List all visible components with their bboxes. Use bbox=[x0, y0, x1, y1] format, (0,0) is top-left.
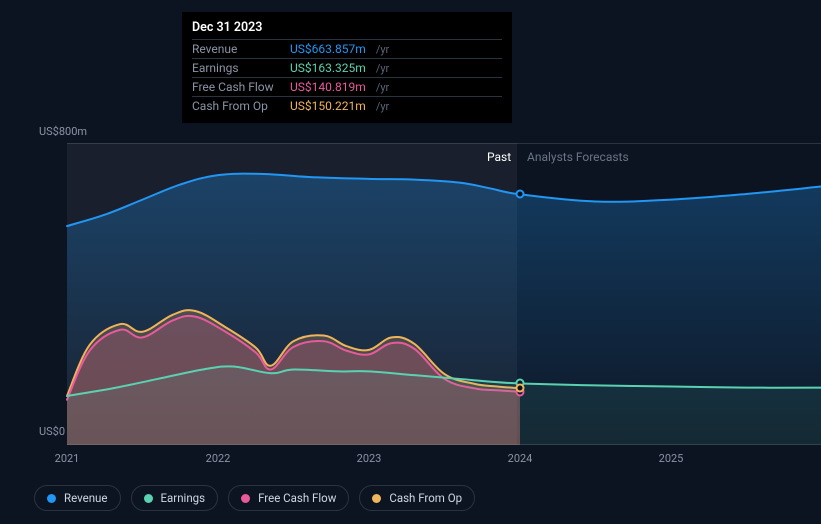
y-axis-max-label: US$800m bbox=[39, 125, 87, 138]
tooltip-row: Cash From Op US$150.221m/yr bbox=[192, 96, 502, 115]
legend-item-earnings[interactable]: Earnings bbox=[131, 485, 219, 511]
legend-dot-icon bbox=[144, 494, 153, 503]
tooltip-row-unit: /yr bbox=[376, 100, 389, 113]
tooltip-row: Revenue US$663.857m/yr bbox=[192, 39, 502, 58]
x-axis-tick-label: 2021 bbox=[55, 452, 80, 465]
tooltip-row-value: US$150.221m bbox=[290, 99, 366, 113]
tooltip-row: Free Cash Flow US$140.819m/yr bbox=[192, 77, 502, 96]
tooltip-row-label: Revenue bbox=[192, 42, 282, 56]
tooltip-row-label: Cash From Op bbox=[192, 99, 282, 113]
revenue-marker bbox=[516, 190, 525, 199]
legend-item-label: Cash From Op bbox=[389, 491, 462, 505]
tooltip-date: Dec 31 2023 bbox=[192, 20, 502, 39]
tooltip: Dec 31 2023 RevenueUS$663.857m/yrEarning… bbox=[182, 12, 512, 123]
legend-item-cash-from-op[interactable]: Cash From Op bbox=[359, 485, 475, 511]
x-axis-tick-label: 2025 bbox=[659, 452, 684, 465]
legend-dot-icon bbox=[372, 494, 381, 503]
legend-dot-icon bbox=[241, 494, 250, 503]
legend-item-label: Free Cash Flow bbox=[258, 491, 336, 505]
chart-container: Dec 31 2023 RevenueUS$663.857m/yrEarning… bbox=[17, 0, 807, 524]
tooltip-row-unit: /yr bbox=[376, 43, 389, 56]
tooltip-row-unit: /yr bbox=[376, 81, 389, 94]
legend-item-label: Revenue bbox=[64, 491, 108, 505]
chart-plot[interactable] bbox=[67, 143, 821, 445]
x-axis-tick-label: 2023 bbox=[357, 452, 382, 465]
tooltip-row-value: US$140.819m bbox=[290, 80, 366, 94]
legend-dot-icon bbox=[47, 494, 56, 503]
tooltip-row: Earnings US$163.325m/yr bbox=[192, 58, 502, 77]
y-axis-min-label: US$0 bbox=[39, 425, 65, 438]
legend-item-revenue[interactable]: Revenue bbox=[34, 485, 121, 511]
legend: Revenue Earnings Free Cash Flow Cash From O… bbox=[34, 485, 475, 511]
tooltip-row-label: Earnings bbox=[192, 61, 282, 75]
tooltip-row-value: US$163.325m bbox=[290, 61, 366, 75]
tooltip-row-value: US$663.857m bbox=[290, 42, 366, 56]
legend-item-label: Earnings bbox=[161, 491, 206, 505]
cash_from_op-marker bbox=[516, 384, 525, 393]
tooltip-row-label: Free Cash Flow bbox=[192, 80, 282, 94]
x-axis-tick-label: 2022 bbox=[206, 452, 231, 465]
tooltip-row-unit: /yr bbox=[376, 62, 389, 75]
x-axis-tick-label: 2024 bbox=[508, 452, 533, 465]
legend-item-free-cash-flow[interactable]: Free Cash Flow bbox=[228, 485, 349, 511]
